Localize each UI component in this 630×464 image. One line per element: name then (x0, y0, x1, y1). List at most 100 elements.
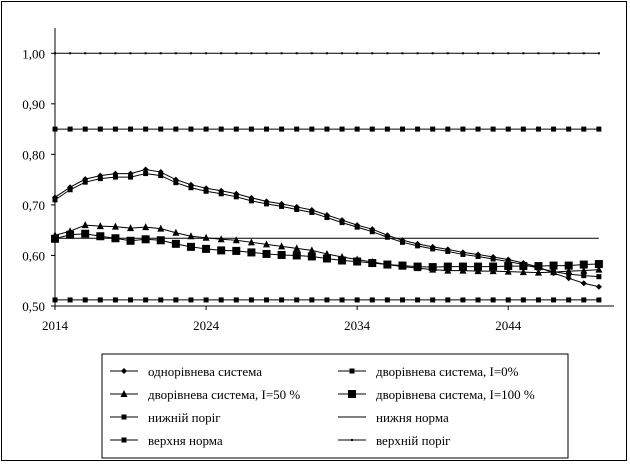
data-point (368, 259, 377, 268)
data-point (279, 297, 285, 303)
data-point (279, 203, 285, 209)
data-point (111, 222, 119, 230)
data-point (550, 268, 558, 276)
data-point (142, 223, 150, 231)
data-point (173, 297, 179, 303)
data-point (99, 52, 102, 55)
legend-item: верхній поріг (338, 433, 451, 448)
data-point (247, 238, 255, 246)
y-tick-label: 0,60 (22, 248, 45, 263)
data-point (67, 126, 73, 132)
data-point (580, 280, 587, 287)
data-point (280, 52, 283, 55)
legend-marker (121, 414, 127, 420)
data-point (52, 297, 58, 303)
data-point (264, 297, 270, 303)
data-point (549, 261, 558, 270)
data-point (141, 235, 150, 244)
data-point (112, 126, 118, 132)
data-point (217, 235, 225, 243)
data-point (399, 297, 405, 303)
data-point (217, 246, 226, 255)
data-point (129, 52, 132, 55)
data-point (595, 265, 603, 273)
data-point (522, 52, 525, 55)
legend-label: нижня норма (376, 410, 449, 425)
data-point (369, 126, 375, 132)
data-point (264, 126, 270, 132)
data-point (82, 126, 88, 132)
data-point (413, 262, 422, 271)
x-tick-label: 2024 (193, 318, 220, 333)
data-point (247, 248, 256, 257)
data-point (127, 224, 135, 232)
data-point (189, 52, 192, 55)
data-point (324, 297, 330, 303)
data-point (202, 233, 210, 241)
data-point (579, 260, 588, 269)
data-point (186, 242, 195, 251)
legend-item: верхня норма (110, 433, 223, 448)
series-7 (52, 126, 602, 132)
data-point (112, 174, 118, 180)
data-point (324, 215, 330, 221)
data-point (428, 263, 437, 272)
data-point (172, 228, 180, 236)
data-point (308, 246, 316, 254)
data-point (430, 297, 436, 303)
data-point (460, 251, 466, 257)
data-point (262, 249, 271, 258)
data-point (415, 243, 421, 249)
data-point (158, 297, 164, 303)
legend-label: дворівнева система, I=50 % (148, 387, 300, 402)
data-point (492, 52, 495, 55)
legend-label: верхня норма (148, 433, 223, 448)
data-point (399, 126, 405, 132)
data-point (292, 251, 301, 260)
data-point (250, 52, 253, 55)
data-point (564, 261, 573, 270)
data-point (171, 239, 180, 248)
data-point (534, 268, 542, 276)
data-point (535, 297, 541, 303)
data-point (504, 267, 512, 275)
data-point (399, 239, 405, 245)
data-point (158, 126, 164, 132)
x-tick-label: 2014 (42, 318, 69, 333)
data-point (126, 236, 135, 245)
data-point (52, 126, 58, 132)
data-point (401, 52, 404, 55)
data-point (445, 126, 451, 132)
data-point (475, 126, 481, 132)
data-point (596, 297, 602, 303)
axes (51, 28, 614, 310)
data-point (278, 242, 286, 250)
data-point (310, 52, 313, 55)
data-point (353, 257, 362, 266)
data-point (445, 248, 451, 254)
data-point (97, 297, 103, 303)
data-point (265, 52, 268, 55)
data-point (263, 240, 271, 248)
data-point (446, 52, 449, 55)
data-point (220, 52, 223, 55)
data-point (537, 52, 540, 55)
data-point (354, 297, 360, 303)
data-point (369, 297, 375, 303)
data-point (580, 266, 588, 274)
data-point (338, 256, 347, 265)
data-point (565, 275, 572, 282)
data-point (54, 52, 56, 55)
data-point (294, 297, 300, 303)
data-point (475, 253, 481, 259)
data-point (233, 126, 239, 132)
data-point (114, 52, 117, 55)
data-point (461, 52, 464, 55)
data-point (339, 220, 345, 226)
data-point (218, 126, 224, 132)
legend-label: нижній поріг (148, 410, 221, 425)
data-point (82, 179, 88, 185)
series-2 (52, 171, 602, 280)
legend-label: дворівнева система, I=0% (376, 364, 519, 379)
